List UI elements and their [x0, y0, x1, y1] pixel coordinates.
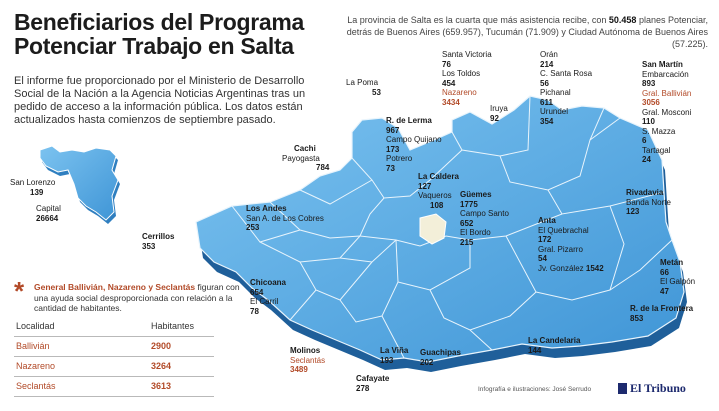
- credit: Infografía e ilustraciones: José Serrudo: [478, 386, 592, 393]
- label-molinos: Molinos Seclantás 3489: [290, 346, 326, 374]
- label-guemes: Güemes 1775 Campo Santo 652 El Bordo 215: [460, 190, 509, 247]
- label-cafayate: Cafayate 278: [356, 374, 390, 393]
- label-los-andes: Los Andes San A. de Los Cobres 253: [246, 204, 324, 232]
- label-rivadavia: Rivadavia Banda Norte 123: [626, 188, 671, 216]
- footnote: General Ballivián, Nazareno y Seclantás …: [34, 282, 240, 313]
- label-cachi: Cachi Payogasta 784: [282, 144, 330, 172]
- table-row: Ballivián 2900: [14, 337, 214, 357]
- label-metan: Metán 66 El Galpón 47: [660, 258, 696, 296]
- label-san-martin: San Martín Embarcación 893 Gral. Ballivi…: [642, 60, 692, 164]
- label-la-candelaria: La Candelaria 144: [528, 336, 581, 355]
- label-san-lorenzo: San Lorenzo 139: [10, 178, 56, 197]
- label-guachipas: Guachipas 202: [420, 348, 461, 367]
- label-oran: Orán 214 C. Santa Rosa 56 Pichanal 611 U…: [540, 50, 593, 126]
- label-la-caldera: La Caldera 127 Vaqueros 108: [418, 172, 459, 210]
- label-iruya: Iruya 92: [490, 104, 508, 123]
- table-row: Nazareno 3264: [14, 357, 214, 377]
- label-r-de-lerma: R. de Lerma 967 Campo Quijano 173 Potrer…: [386, 116, 442, 173]
- label-anta: Anta El Quebrachal 172 Gral. Pizarro 54 …: [538, 216, 604, 273]
- label-chicoana: Chicoana 654 El Carril 78: [250, 278, 287, 316]
- label-cerrillos: Cerrillos 353: [142, 232, 175, 251]
- province-map: [195, 95, 687, 372]
- asterisk-icon: *: [14, 276, 25, 306]
- table-header: Localidad Habitantes: [14, 317, 214, 337]
- intro-text: El informe fue proporcionado por el Mini…: [14, 75, 306, 126]
- capital-inset-map: [39, 145, 120, 224]
- brand-name: El Tribuno: [630, 381, 686, 395]
- brand-logo-icon: [618, 383, 627, 394]
- label-la-vina: La Viña 193: [380, 346, 409, 365]
- label-la-poma: La Poma 53: [346, 78, 381, 97]
- label-r-de-la-frontera: R. de la Frontera 853: [630, 304, 694, 323]
- table-row: Seclantás 3613: [14, 377, 214, 397]
- page-title: Beneficiarios del Programa Potenciar Tra…: [14, 9, 305, 59]
- label-santa-victoria: Santa Victoria 76 Los Toldos 454 Nazaren…: [442, 50, 492, 107]
- population-table: Localidad Habitantes Ballivián 2900 Naza…: [14, 317, 214, 397]
- label-capital: Capital 26664: [36, 204, 61, 223]
- context-note: La provincia de Salta es la cuarta que m…: [346, 15, 708, 49]
